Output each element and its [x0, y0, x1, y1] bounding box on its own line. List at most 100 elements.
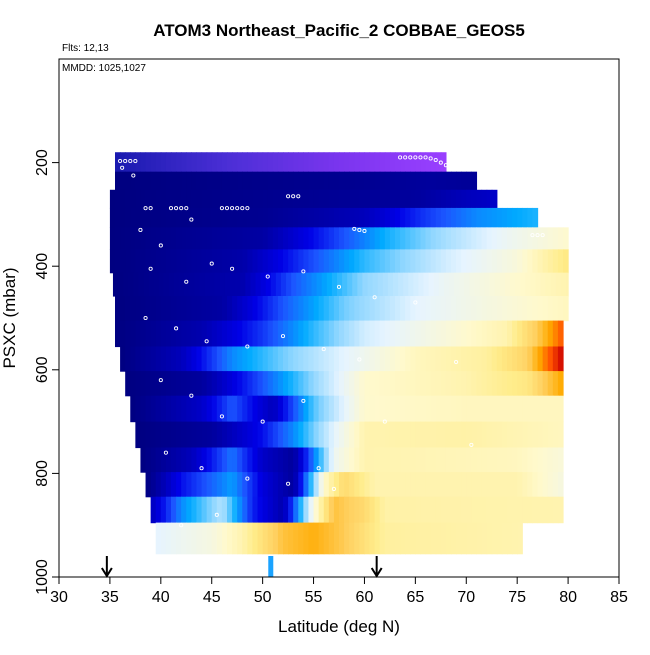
heat-cell	[181, 295, 187, 322]
heat-cell	[557, 346, 564, 372]
heat-cell	[267, 189, 274, 209]
heat-cell	[323, 152, 330, 173]
heat-cell	[496, 207, 503, 228]
heat-cell	[425, 447, 432, 473]
heat-cell	[150, 346, 157, 372]
heat-cell	[418, 272, 425, 297]
heat-cell	[486, 496, 493, 524]
sample-point	[408, 155, 413, 160]
heat-cell	[145, 171, 152, 191]
heat-cell	[471, 207, 478, 228]
sample-point	[138, 227, 143, 232]
heat-cell	[181, 346, 187, 372]
sample-point	[433, 157, 438, 163]
heat-cell	[267, 522, 274, 555]
sample-point	[230, 266, 235, 271]
heat-cell	[496, 472, 503, 498]
heat-cell	[552, 395, 559, 423]
heat-cell	[133, 272, 140, 297]
heat-cell	[354, 496, 360, 524]
heat-cell	[344, 472, 350, 498]
heat-cell	[466, 346, 472, 372]
heat-cell	[125, 295, 131, 322]
heat-cell	[456, 421, 462, 449]
heat-cell	[435, 346, 442, 372]
sample-point	[143, 315, 148, 321]
heat-cell	[298, 395, 304, 423]
heat-cell	[491, 395, 498, 423]
heat-cell	[384, 472, 391, 498]
heat-cell	[512, 207, 518, 228]
heat-cell	[171, 371, 177, 397]
heat-cell	[194, 272, 201, 297]
heat-cell	[440, 207, 447, 228]
heat-cell	[313, 320, 320, 348]
heat-cell	[379, 171, 386, 191]
heat-cell	[471, 320, 478, 348]
heat-cell	[374, 249, 381, 274]
heat-cell	[321, 272, 328, 297]
heat-cell	[277, 346, 284, 372]
heat-cell	[298, 320, 304, 348]
heat-cell	[344, 496, 350, 524]
heat-cell	[120, 207, 126, 228]
heat-cell	[155, 395, 162, 423]
heat-cell	[186, 207, 192, 228]
heat-cell	[313, 295, 320, 322]
heat-cell	[364, 295, 371, 322]
heat-cell	[333, 295, 340, 322]
heat-cell	[545, 272, 552, 297]
heat-cell	[176, 395, 182, 423]
heat-cell	[323, 447, 330, 473]
heat-cell	[435, 421, 442, 449]
heat-cell	[171, 152, 177, 173]
heat-cell	[405, 227, 411, 250]
heat-cell	[372, 272, 379, 297]
sample-point	[184, 279, 189, 284]
heat-cell	[186, 395, 192, 423]
heat-cell	[165, 171, 172, 191]
heat-cell	[542, 295, 549, 322]
heat-cell	[344, 207, 350, 228]
heat-cell	[109, 249, 116, 274]
heat-cell	[512, 227, 518, 250]
heat-cell	[237, 171, 243, 191]
heat-cell	[140, 295, 147, 322]
sample-point	[224, 206, 230, 211]
heat-cell	[405, 395, 411, 423]
heat-cell	[395, 421, 401, 449]
heat-cell	[145, 421, 152, 449]
heat-cell	[135, 207, 142, 228]
heat-cell	[552, 496, 559, 524]
heat-cell	[430, 189, 437, 209]
sample-point	[189, 217, 194, 222]
heat-cell	[552, 346, 559, 372]
heat-cell	[288, 371, 294, 397]
heat-cell	[262, 171, 269, 191]
heat-cell	[400, 496, 406, 524]
heat-cell	[277, 496, 284, 524]
heat-cell	[288, 320, 294, 348]
heat-cell	[211, 472, 218, 498]
heat-cell	[191, 152, 198, 173]
heat-cell	[257, 371, 264, 397]
heat-cell	[344, 227, 350, 250]
heat-cell	[216, 152, 223, 173]
heat-cell	[150, 152, 157, 173]
heat-cell	[517, 249, 523, 274]
heat-cell	[140, 152, 147, 173]
heat-cell	[196, 152, 203, 173]
heat-cell	[448, 272, 455, 297]
heat-cell	[206, 295, 213, 322]
heat-cell	[242, 472, 248, 498]
heat-cell	[165, 496, 172, 524]
heat-cell	[216, 395, 223, 423]
heat-cell	[461, 371, 467, 397]
heat-cell	[227, 295, 233, 322]
heat-cell	[293, 295, 299, 322]
heat-cell	[201, 496, 208, 524]
heat-cell	[415, 522, 422, 555]
heat-cell	[120, 152, 126, 173]
heat-cell	[486, 371, 493, 397]
heat-cell	[303, 189, 310, 209]
